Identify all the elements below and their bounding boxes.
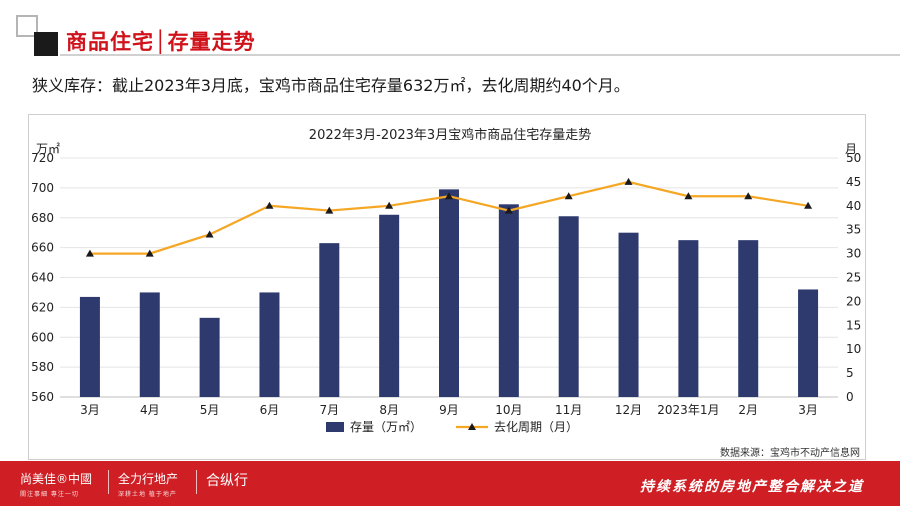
footer-divider xyxy=(196,470,197,494)
footer-divider xyxy=(108,470,109,494)
bar xyxy=(678,240,699,397)
right-axis-unit: 月 xyxy=(845,142,858,156)
legend-label: 去化周期（月） xyxy=(494,420,578,434)
y-left-tick-label: 560 xyxy=(31,390,54,404)
header-logo-outline xyxy=(16,15,38,37)
x-tick-label: 6月 xyxy=(260,403,280,417)
x-tick-label: 4月 xyxy=(140,403,160,417)
data-source: 数据来源：宝鸡市不动产信息网 xyxy=(720,448,860,459)
footer-brand-sub: 關注事細 專注一切 xyxy=(20,491,79,498)
line-point xyxy=(744,192,753,200)
bar xyxy=(259,292,280,397)
bar xyxy=(498,204,519,397)
x-tick-label: 2月 xyxy=(738,403,758,417)
y-left-tick-label: 600 xyxy=(31,330,54,344)
x-tick-label: 12月 xyxy=(615,403,642,417)
line-point xyxy=(624,177,633,185)
line-point xyxy=(445,192,453,200)
bar xyxy=(798,289,819,397)
y-right-tick-label: 5 xyxy=(846,366,854,380)
footer-bar xyxy=(0,461,900,506)
footer-brand-hezongxing: 合纵行 xyxy=(206,470,248,490)
y-right-tick-label: 35 xyxy=(846,223,861,237)
y-left-tick-label: 680 xyxy=(31,211,54,225)
y-right-tick-label: 30 xyxy=(846,247,861,261)
x-tick-label: 10月 xyxy=(495,403,522,417)
line-point xyxy=(85,249,94,257)
header-logo-square xyxy=(34,32,58,56)
line-point xyxy=(265,201,274,209)
y-right-tick-label: 15 xyxy=(846,318,861,332)
line-point xyxy=(504,206,513,214)
x-tick-label: 3月 xyxy=(798,403,818,417)
footer-brand-name: 尚美佳®中國 xyxy=(20,472,93,486)
footer-brand-sub: 深耕土地 植于地产 xyxy=(118,491,177,498)
footer-slogan: 持续系统的房地产整合解决之道 xyxy=(640,479,864,495)
y-left-tick-label: 620 xyxy=(31,300,54,314)
y-right-tick-label: 45 xyxy=(846,175,861,189)
y-right-tick-label: 40 xyxy=(846,199,861,213)
x-tick-label: 8月 xyxy=(379,403,399,417)
y-right-tick-label: 10 xyxy=(846,342,861,356)
bar xyxy=(79,296,100,397)
header-bar: 商品住宅│存量走势 xyxy=(0,0,900,56)
chart-title: 2022年3月-2023年3月宝鸡市商品住宅存量走势 xyxy=(308,128,592,143)
footer-brand-name: 合纵行 xyxy=(206,473,248,489)
x-tick-label: 3月 xyxy=(80,403,100,417)
footer-brand-shangmeijia: 尚美佳®中國 關注事細 專注一切 xyxy=(20,470,92,498)
line-point xyxy=(804,201,813,209)
y-left-tick-label: 660 xyxy=(31,241,54,255)
y-right-tick-label: 0 xyxy=(846,390,854,404)
y-left-tick-label: 640 xyxy=(31,271,54,285)
x-tick-label: 2023年1月 xyxy=(657,403,719,417)
y-right-tick-label: 50 xyxy=(846,151,861,165)
line-point xyxy=(205,230,214,238)
bar xyxy=(319,243,340,397)
x-tick-label: 11月 xyxy=(555,403,582,417)
y-left-tick-label: 720 xyxy=(31,151,54,165)
header-divider xyxy=(60,54,900,56)
left-axis-unit: 万㎡ xyxy=(36,142,61,156)
line-point xyxy=(684,192,693,200)
page-title: 商品住宅│存量走势 xyxy=(66,30,256,54)
x-tick-label: 5月 xyxy=(200,403,220,417)
line-point xyxy=(145,249,154,257)
y-left-tick-label: 700 xyxy=(31,181,54,195)
line-point xyxy=(385,201,394,209)
x-tick-label: 7月 xyxy=(319,403,339,417)
bar xyxy=(439,189,459,397)
bar xyxy=(199,317,220,397)
legend-label: 存量（万㎡） xyxy=(350,420,422,434)
legend-bar-swatch xyxy=(326,422,344,432)
bar xyxy=(379,214,400,397)
footer-brand-name: 全力行地产 xyxy=(118,472,179,486)
bar xyxy=(618,232,639,397)
line-point xyxy=(564,192,573,200)
bar xyxy=(139,292,160,397)
y-right-tick-label: 20 xyxy=(846,294,861,308)
y-right-tick-label: 25 xyxy=(846,271,861,285)
bar xyxy=(558,216,579,397)
bar xyxy=(738,240,759,397)
line-point xyxy=(325,206,334,214)
footer-brand-quanlixing: 全力行地产 深耕土地 植于地产 xyxy=(118,470,178,498)
y-left-tick-label: 580 xyxy=(31,360,54,374)
summary-text: 狭义库存：截止2023年3月底，宝鸡市商品住宅存量632万㎡，去化周期约40个月… xyxy=(32,76,630,95)
legend-line-marker xyxy=(468,423,476,430)
x-tick-label: 9月 xyxy=(439,403,459,417)
